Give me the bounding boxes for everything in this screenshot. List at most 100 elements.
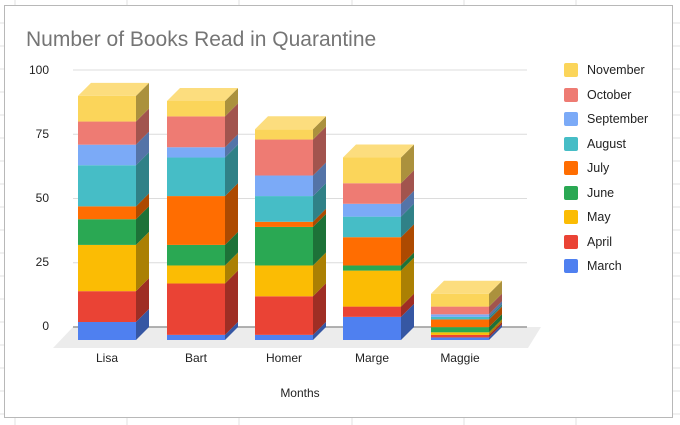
bar-side [313,162,326,197]
bar-segment[interactable] [343,237,401,266]
bar-segment[interactable] [167,283,225,335]
bar-side [225,321,238,340]
legend-item-july[interactable]: July [564,160,674,176]
bar-side [489,314,502,333]
bar-segment[interactable] [167,334,225,340]
bar-side [313,208,326,227]
y-tick-0: 0 [42,319,49,333]
bar-segment[interactable] [255,221,313,227]
bar-segment[interactable] [255,175,313,197]
bar-segment[interactable] [78,244,136,292]
legend-item-april[interactable]: April [564,234,674,250]
bar-side [313,283,326,335]
bar-side [489,319,502,335]
bar-segment[interactable] [431,337,489,340]
bar-side [401,203,414,238]
legend-label: September [587,112,649,126]
bar-segment[interactable] [431,332,489,335]
x-label-lisa: Lisa [95,351,118,365]
bar-side [136,231,149,292]
plot-area [53,69,541,348]
bar-segment[interactable] [431,334,489,338]
bar-segment[interactable] [343,316,401,340]
bar-segment[interactable] [167,265,225,284]
bar-side [489,321,502,338]
legend-item-june[interactable]: June [564,185,674,201]
bar-side [225,231,238,266]
legend-item-november[interactable]: November [564,62,674,78]
bar-segment[interactable] [167,196,225,245]
legend-item-august[interactable]: August [564,136,674,152]
legend-label: March [587,259,622,273]
bar-segment[interactable] [343,265,401,271]
bar-segment[interactable] [78,219,136,245]
bar-segment[interactable] [255,129,313,140]
bar-side [489,301,502,317]
bar-side [401,303,414,340]
bar-segment[interactable] [431,327,489,333]
bar-segment[interactable] [255,334,313,340]
bar-segment[interactable] [343,183,401,204]
bar-segment[interactable] [167,157,225,197]
bar-side [136,193,149,220]
bar-top [255,116,326,130]
bar-segment[interactable] [255,139,313,176]
bar-top [431,280,502,294]
bar-side [136,131,149,166]
legend-item-march[interactable]: March [564,258,674,274]
bar-segment[interactable] [78,95,136,122]
bar-segment[interactable] [431,316,489,320]
x-label-homer: Homer [265,351,302,365]
legend-label: April [587,234,613,249]
bar-segment[interactable] [78,144,136,166]
bar-side [225,270,238,335]
bar-segment[interactable] [343,216,401,238]
bar-segment[interactable] [255,226,313,266]
bar-segment[interactable] [167,116,225,148]
legend-swatch-icon [564,112,578,126]
bar-segment[interactable] [255,296,313,335]
bar-segment[interactable] [431,306,489,315]
legend-item-october[interactable]: October [564,87,674,103]
y-tick-25: 25 [35,255,49,269]
bar-side [313,252,326,297]
bar-segment[interactable] [78,291,136,323]
bar-side [136,108,149,145]
bar-segment[interactable] [78,206,136,220]
bar-side [401,293,414,317]
bar-segment[interactable] [78,121,136,145]
bar-segment[interactable] [167,244,225,266]
bar-segment[interactable] [343,306,401,317]
bar-segment[interactable] [431,314,489,317]
x-label-maggie: Maggie [440,351,480,365]
x-label-bart: Bart [184,351,207,365]
legend-item-september[interactable]: September [564,111,674,127]
bar-side [136,206,149,245]
legend-label: July [587,161,610,175]
bar-side [401,252,414,271]
bar-segment[interactable] [78,165,136,207]
legend-swatch-icon [564,63,578,77]
bar-top [167,87,238,101]
legend-item-may[interactable]: May [564,209,674,225]
bar-side [136,278,149,323]
bar-segment[interactable] [78,322,136,340]
bar-segment[interactable] [255,196,313,222]
bar-segment[interactable] [167,100,225,117]
bar-segment[interactable] [343,157,401,184]
bar-segment[interactable] [343,203,401,217]
chart-card[interactable]: Number of Books Read in Quarantine 100 7… [4,5,673,418]
bar-segment[interactable] [255,265,313,297]
chart-title: Number of Books Read in Quarantine [26,28,377,51]
bar-side [489,280,502,307]
bar-side [401,257,414,307]
legend-swatch-icon [564,185,578,200]
bar-segment[interactable] [167,147,225,158]
bar-side [136,152,149,207]
bar-side [489,293,502,315]
bar-segment[interactable] [343,270,401,307]
bar-side [401,224,414,266]
bar-side [313,116,326,140]
bar-segment[interactable] [431,293,489,307]
bar-segment[interactable] [431,319,489,328]
